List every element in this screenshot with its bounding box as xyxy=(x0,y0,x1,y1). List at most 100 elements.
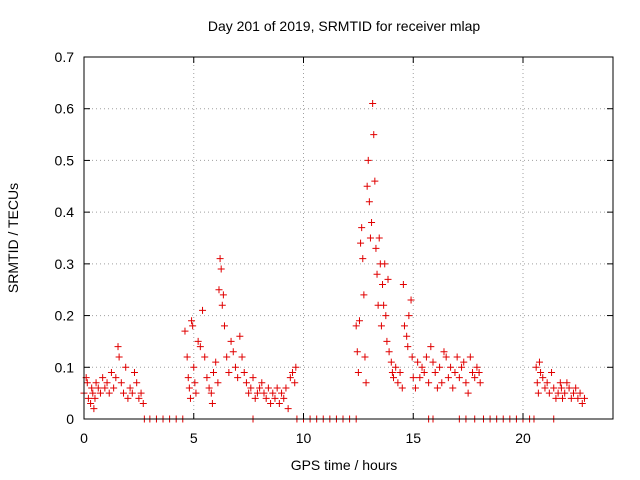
data-point xyxy=(245,389,253,397)
data-point xyxy=(363,182,371,190)
data-point xyxy=(112,374,120,382)
data-point xyxy=(107,368,115,376)
data-point xyxy=(251,394,259,402)
data-point xyxy=(433,384,441,392)
data-point xyxy=(128,389,136,397)
x-tick-label: 10 xyxy=(296,430,312,446)
data-point xyxy=(353,348,361,356)
data-point xyxy=(205,384,213,392)
data-point xyxy=(286,374,294,382)
data-point xyxy=(380,301,388,309)
data-point xyxy=(217,265,225,273)
data-point xyxy=(384,275,392,283)
data-point xyxy=(103,379,111,387)
data-point xyxy=(229,348,237,356)
data-point xyxy=(548,368,556,376)
data-point xyxy=(355,317,363,325)
data-point xyxy=(139,399,147,407)
data-point xyxy=(231,363,239,371)
data-point xyxy=(208,399,216,407)
data-point xyxy=(537,368,545,376)
data-point xyxy=(249,374,257,382)
data-point xyxy=(533,379,541,387)
data-point xyxy=(444,374,452,382)
data-point xyxy=(203,374,211,382)
data-point xyxy=(431,368,439,376)
data-point xyxy=(122,363,130,371)
data-point xyxy=(438,379,446,387)
data-point xyxy=(358,224,366,232)
data-point xyxy=(545,389,553,397)
data-point xyxy=(220,322,228,330)
data-point xyxy=(218,301,226,309)
data-point xyxy=(84,394,92,402)
data-point xyxy=(458,363,466,371)
data-point xyxy=(539,374,547,382)
data-point xyxy=(215,286,223,294)
data-point xyxy=(223,353,231,361)
y-tick-label: 0.7 xyxy=(55,49,75,65)
y-tick-label: 0.5 xyxy=(55,152,75,168)
data-point xyxy=(379,281,387,289)
data-point xyxy=(90,405,98,413)
data-point xyxy=(88,384,96,392)
data-point xyxy=(212,358,220,366)
data-point xyxy=(440,348,448,356)
data-point xyxy=(556,379,564,387)
data-point xyxy=(124,394,132,402)
data-point xyxy=(369,100,377,108)
data-point xyxy=(194,337,202,345)
data-point xyxy=(387,358,395,366)
data-point xyxy=(400,322,408,330)
data-point xyxy=(403,332,411,340)
data-point xyxy=(388,368,396,376)
data-point xyxy=(449,384,457,392)
data-point xyxy=(429,358,437,366)
data-point xyxy=(398,384,406,392)
y-tick-label: 0.1 xyxy=(55,359,75,375)
data-point xyxy=(532,363,540,371)
x-tick-label: 15 xyxy=(405,430,421,446)
data-point xyxy=(110,384,118,392)
data-point xyxy=(219,291,227,299)
data-point xyxy=(408,353,416,361)
data-point xyxy=(460,358,468,366)
data-point xyxy=(394,379,402,387)
data-point xyxy=(372,244,380,252)
data-point xyxy=(569,389,577,397)
data-point xyxy=(471,374,479,382)
data-point xyxy=(133,379,141,387)
data-point xyxy=(455,374,463,382)
data-point xyxy=(191,379,199,387)
data-point xyxy=(105,389,113,397)
data-point xyxy=(359,255,367,263)
data-point xyxy=(96,389,104,397)
data-point xyxy=(216,255,224,263)
data-point xyxy=(267,399,275,407)
data-point xyxy=(280,394,288,402)
data-point xyxy=(269,389,277,397)
data-point xyxy=(181,327,189,335)
data-point xyxy=(115,353,123,361)
data-point xyxy=(83,379,91,387)
y-axis-label: SRMTID / TECUs xyxy=(5,183,21,293)
data-point xyxy=(576,389,584,397)
data-point xyxy=(462,379,470,387)
data-point xyxy=(91,394,99,402)
data-point xyxy=(192,389,200,397)
data-point xyxy=(464,389,472,397)
data-point xyxy=(184,374,192,382)
data-point xyxy=(92,379,100,387)
data-point xyxy=(354,368,362,376)
data-point xyxy=(392,363,400,371)
data-point xyxy=(382,312,390,320)
data-point xyxy=(381,260,389,268)
y-tick-label: 0 xyxy=(66,411,74,427)
data-point xyxy=(411,384,419,392)
data-point xyxy=(207,389,215,397)
data-point xyxy=(188,317,196,325)
data-point xyxy=(135,394,143,402)
data-point xyxy=(420,368,428,376)
data-point xyxy=(247,384,255,392)
data-point xyxy=(565,384,573,392)
